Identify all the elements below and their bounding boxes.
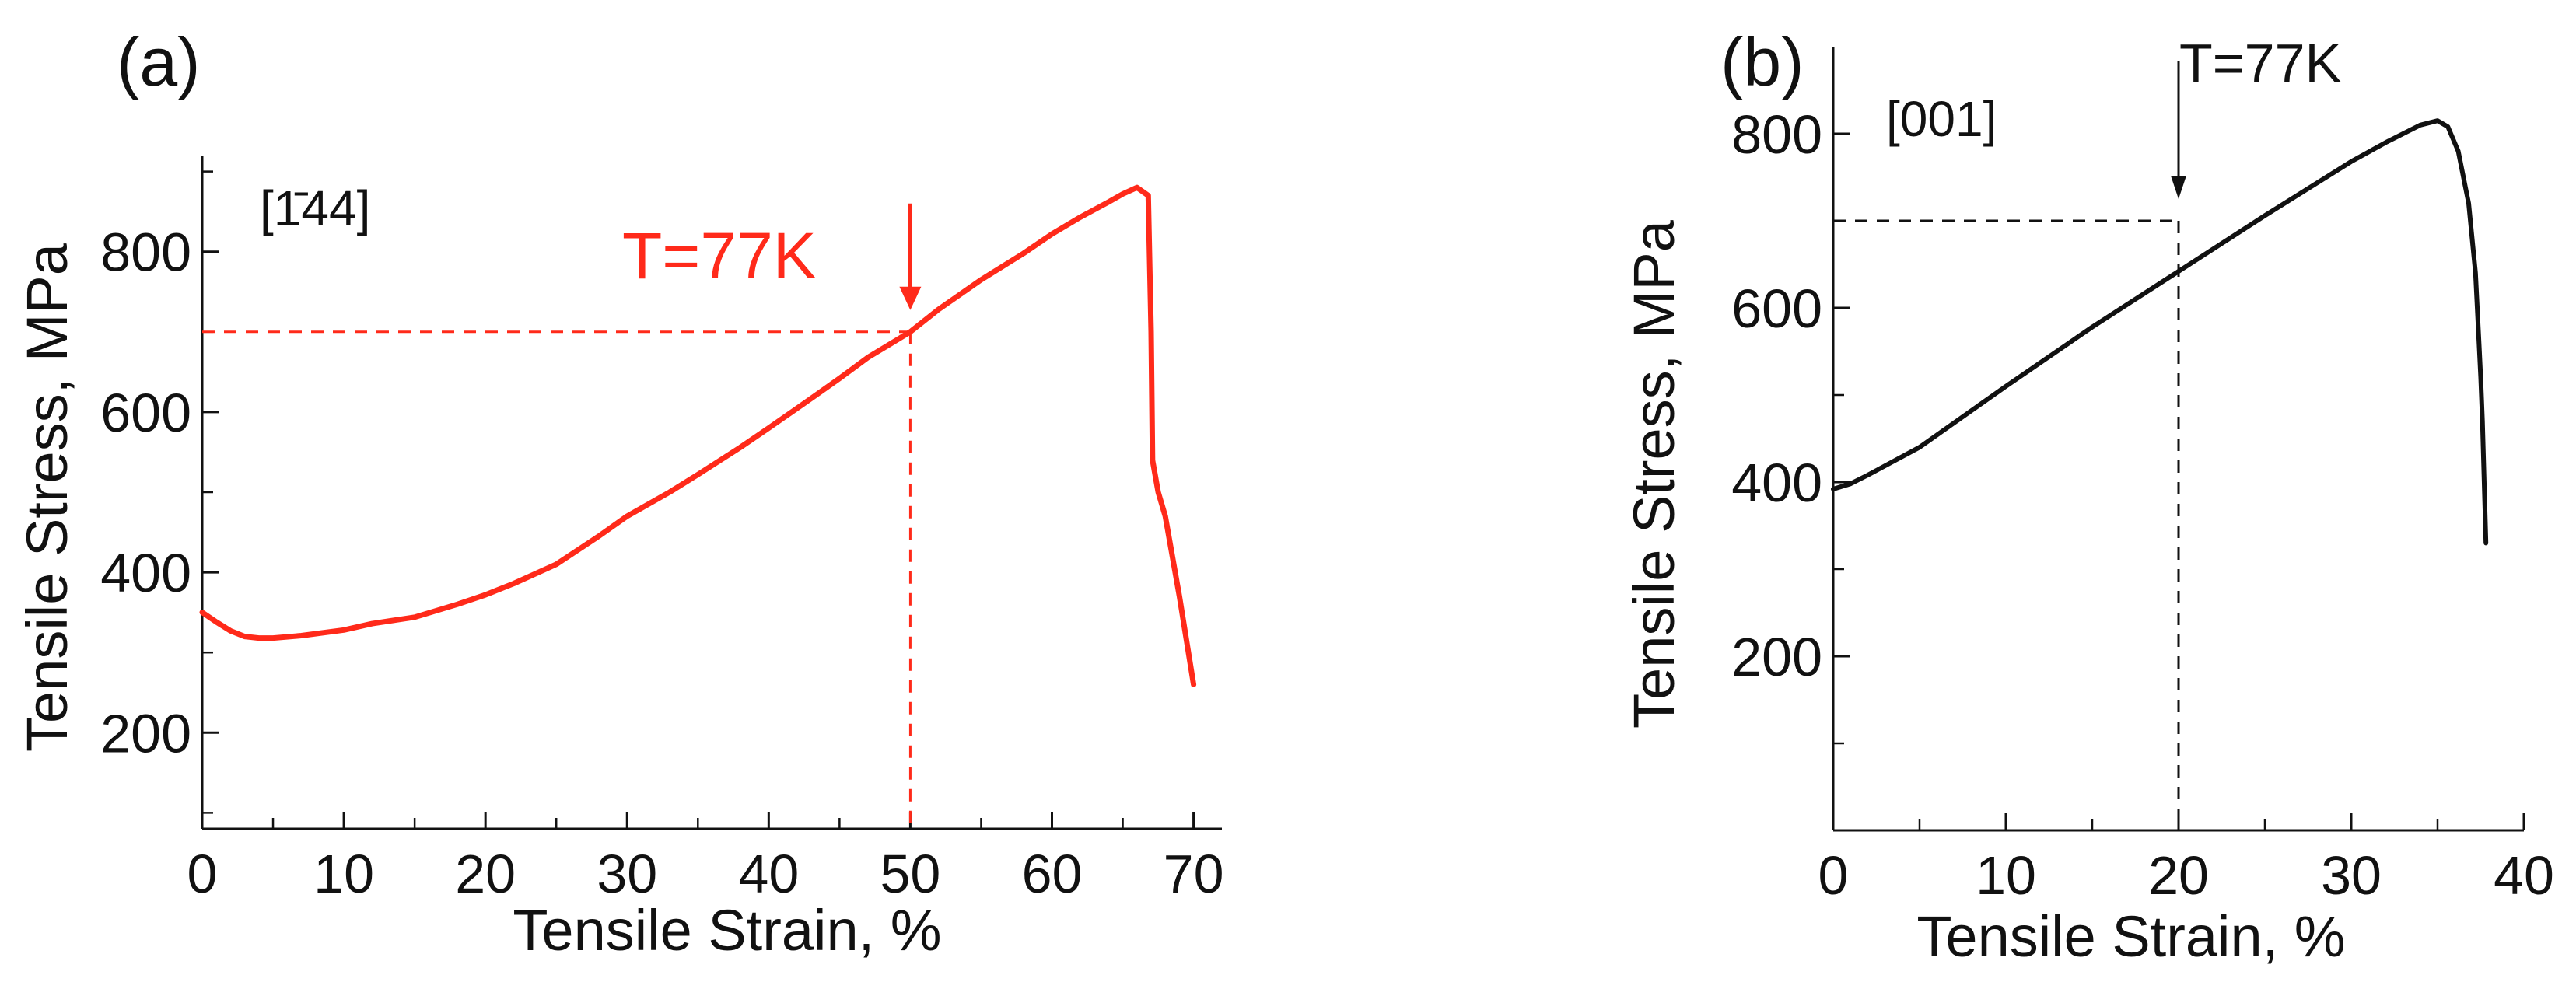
x-tick-label: 40	[738, 844, 799, 904]
x-tick-label: 0	[187, 844, 218, 904]
panel-b-ticks: 0 10 20 30 40 200 400 600 800	[1731, 104, 2554, 906]
y-tick-label: 400	[1731, 453, 1822, 513]
x-tick-label: 0	[1818, 845, 1849, 906]
panel-a-temperature: T=77K	[622, 219, 817, 292]
x-tick-label: 30	[597, 844, 657, 904]
x-tick-label: 70	[1164, 844, 1224, 904]
panel-b-xlabel: Tensile Strain, %	[1916, 904, 2345, 969]
panel-b-tag: (b)	[1720, 23, 1804, 100]
panel-b-chart: 0 10 20 30 40 200 400 600 800 (b) [001] T=77K Te…	[1622, 23, 2554, 969]
panel-b-ylabel: Tensile Stress, MPa	[1622, 219, 1686, 729]
panel-a-labels: (a) [1̄44] T=77K Tensile Strain, % Tensi…	[15, 23, 942, 963]
x-tick-label: 30	[2321, 845, 2382, 906]
x-tick-label: 50	[880, 844, 940, 904]
y-tick-label: 800	[100, 222, 191, 283]
panel-b-guides	[1833, 61, 2186, 830]
y-tick-label: 800	[1731, 104, 1822, 165]
x-tick-label: 40	[2494, 845, 2554, 906]
y-tick-label: 600	[100, 383, 191, 443]
x-tick-label: 60	[1022, 844, 1083, 904]
x-tick-label: 20	[2148, 845, 2209, 906]
marker-arrow-head	[899, 286, 922, 310]
stress-strain-curve	[1831, 118, 2489, 546]
panel-a-series	[199, 184, 1197, 687]
y-tick-label: 200	[100, 703, 191, 764]
x-tick-label: 10	[1976, 845, 2036, 906]
panel-a-ticks: 0 10 20 30 40 50 60 70 200 400 600 800	[100, 170, 1224, 904]
y-tick-label: 200	[1731, 627, 1822, 687]
panel-a-xlabel: Tensile Strain, %	[513, 898, 941, 963]
stress-strain-curve	[199, 184, 1197, 687]
panel-a-tag: (a)	[117, 23, 201, 100]
panel-a-guides	[202, 203, 922, 829]
panel-a-ylabel: Tensile Stress, MPa	[15, 243, 79, 752]
x-tick-label: 10	[313, 844, 374, 904]
panel-b-temperature: T=77K	[2179, 33, 2341, 93]
panel-a-orientation: [1̄44]	[260, 180, 370, 236]
panel-b-labels: (b) [001] T=77K Tensile Strain, % Tensil…	[1622, 23, 2346, 969]
marker-arrow-head	[2171, 176, 2186, 199]
y-tick-label: 400	[100, 543, 191, 603]
y-tick-label: 600	[1731, 278, 1822, 339]
panel-b-orientation: [001]	[1886, 91, 1997, 147]
x-tick-label: 20	[455, 844, 516, 904]
panel-b-series	[1831, 118, 2489, 546]
panel-a-chart: 0 10 20 30 40 50 60 70 200 400 600 800 (a) [1̄44] T…	[15, 23, 1224, 963]
